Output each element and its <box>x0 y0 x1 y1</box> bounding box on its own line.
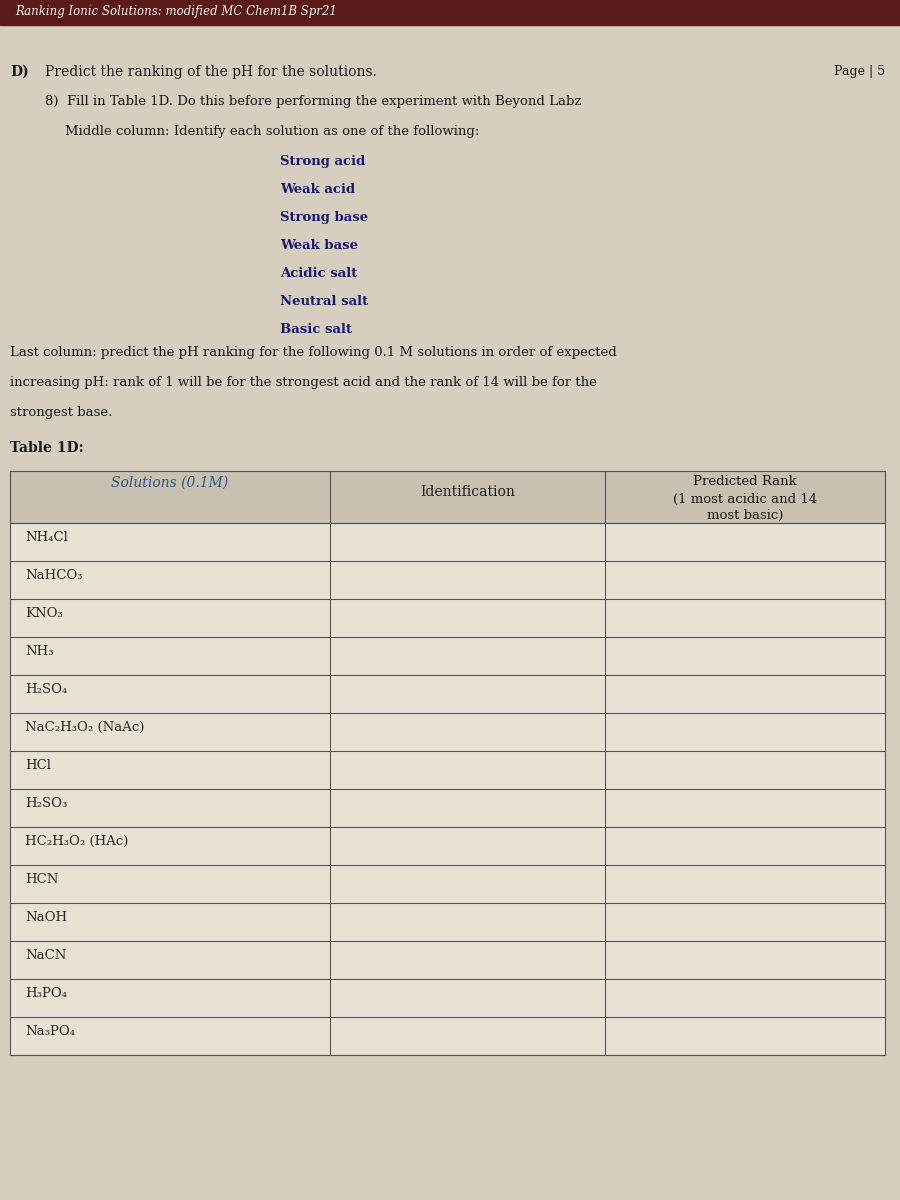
Bar <box>10 470 885 523</box>
Text: NaHCO₃: NaHCO₃ <box>25 569 83 582</box>
Text: NH₄Cl: NH₄Cl <box>25 530 68 544</box>
Text: Last column: predict the pH ranking for the following 0.1 M solutions in order o: Last column: predict the pH ranking for … <box>10 346 616 359</box>
Text: Page | 5: Page | 5 <box>834 65 885 78</box>
Text: H₃PO₄: H₃PO₄ <box>25 988 67 1000</box>
Text: Neutral salt: Neutral salt <box>280 295 368 308</box>
Text: Weak acid: Weak acid <box>280 182 356 196</box>
Text: Strong acid: Strong acid <box>280 155 365 168</box>
Text: H₂SO₄: H₂SO₄ <box>25 683 68 696</box>
Text: Na₃PO₄: Na₃PO₄ <box>25 1025 75 1038</box>
Text: increasing pH: rank of 1 will be for the strongest acid and the rank of 14 will : increasing pH: rank of 1 will be for the… <box>10 376 597 389</box>
Text: Predicted Rank: Predicted Rank <box>693 475 796 488</box>
Text: NaC₂H₃O₂ (NaAc): NaC₂H₃O₂ (NaAc) <box>25 721 144 734</box>
Bar <box>10 470 885 1055</box>
Text: HCN: HCN <box>25 874 58 886</box>
Text: (1 most acidic and 14: (1 most acidic and 14 <box>673 493 817 506</box>
Text: D): D) <box>10 65 29 79</box>
Text: HC₂H₃O₂ (HAc): HC₂H₃O₂ (HAc) <box>25 835 129 848</box>
Text: Basic salt: Basic salt <box>280 323 352 336</box>
Text: H₂SO₃: H₂SO₃ <box>25 797 68 810</box>
Text: 8)  Fill in Table 1D. Do this before performing the experiment with Beyond Labz: 8) Fill in Table 1D. Do this before perf… <box>45 95 581 108</box>
Text: Middle column: Identify each solution as one of the following:: Middle column: Identify each solution as… <box>65 125 480 138</box>
Text: Identification: Identification <box>420 485 515 499</box>
Text: Acidic salt: Acidic salt <box>280 268 357 280</box>
Text: Weak base: Weak base <box>280 239 358 252</box>
Text: Strong base: Strong base <box>280 211 368 224</box>
Text: HCl: HCl <box>25 760 51 772</box>
Bar <box>0 0 900 25</box>
Text: Table 1D:: Table 1D: <box>10 442 84 455</box>
Text: Ranking Ionic Solutions: modified MC Chem1B Spr21: Ranking Ionic Solutions: modified MC Che… <box>15 5 337 18</box>
Text: NH₃: NH₃ <box>25 646 53 658</box>
Text: KNO₃: KNO₃ <box>25 607 63 620</box>
Text: NaOH: NaOH <box>25 911 68 924</box>
Text: strongest base.: strongest base. <box>10 406 112 419</box>
Text: Predict the ranking of the pH for the solutions.: Predict the ranking of the pH for the so… <box>45 65 377 79</box>
Text: Solutions (0.1M): Solutions (0.1M) <box>112 476 229 490</box>
Text: most basic): most basic) <box>706 509 783 522</box>
Text: NaCN: NaCN <box>25 949 67 962</box>
